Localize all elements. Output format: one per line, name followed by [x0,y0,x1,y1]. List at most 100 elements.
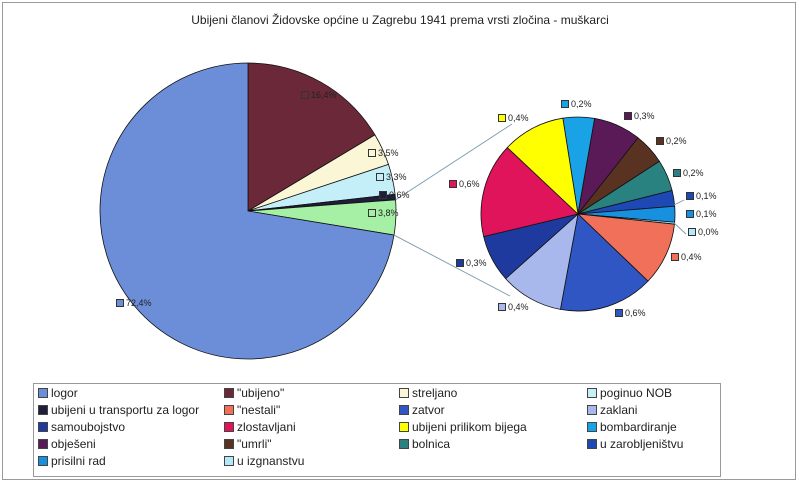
legend-key-icon [686,192,694,200]
legend-swatch-icon [587,388,597,398]
legend-label: ubijeni prilikom bijega [412,420,527,434]
legend-swatch-icon [399,388,409,398]
legend-key-icon [116,299,124,307]
data-label-text: 0,0% [698,227,719,237]
legend-item: ubijeni u transportu za logor [38,403,199,417]
data-label-text: 0,2% [666,136,687,146]
legend-label: ubijeni u transportu za logor [51,403,200,417]
data-label: 3,8% [368,208,399,218]
legend-swatch-icon [38,388,48,398]
legend-key-icon [449,180,457,188]
legend-swatch-icon [224,422,234,432]
pie-slice-zlostavljani [480,147,579,238]
data-label: 0,2% [561,99,592,109]
data-label-text: 0,4% [508,113,529,123]
legend-label: prisilni rad [51,454,106,468]
legend-swatch-icon [587,439,597,449]
legend-item: poginuo NOB [587,386,672,400]
pie-slice--ubijeno- [247,62,376,212]
legend-label: zaklani [600,403,638,417]
legend-key-icon [624,112,632,120]
data-label-text: 0,2% [683,168,704,178]
legend-swatch-icon [38,405,48,415]
legend-item: logor [38,386,78,400]
data-label: 0,4% [671,252,702,262]
legend-label: bolnica [412,437,451,451]
data-label-text: 0,4% [681,252,702,262]
legend-item: u izgnanstvu [224,454,304,468]
legend-key-icon [498,303,506,311]
legend-swatch-icon [399,422,409,432]
legend-item: bombardiranje [587,420,677,434]
pie-slice-ubijeni-prilikom-bijega [506,117,579,216]
data-label-text: 3,3% [386,172,407,182]
data-label: 0,6% [615,308,646,318]
legend-label: bombardiranje [600,420,677,434]
legend-item: prisilni rad [38,454,106,468]
pie-slice-zatvor [559,213,649,312]
data-label: 0,2% [656,136,687,146]
data-label: 0,0% [688,227,719,237]
legend-item: bolnica [399,437,450,451]
legend-swatch-icon [38,456,48,466]
legend-label: u zarobljeništvu [600,437,684,451]
data-label-text: 0,6% [389,190,410,200]
legend-item: obješeni [38,437,96,451]
data-label-text: 0,1% [696,191,717,201]
legend-label: "nestali" [237,403,281,417]
data-label-text: 72,4% [126,298,152,308]
legend-label: "ubijeno" [237,386,285,400]
chart-title: Ubijeni članovi Židovske općine u Zagreb… [191,13,609,27]
legend-label: "umrli" [237,437,272,451]
legend-key-icon [368,149,376,157]
legend-swatch-icon [224,405,234,415]
legend-key-icon [379,191,387,199]
connector-line-bottom [393,234,511,297]
legend-item: samoubojstvo [38,420,125,434]
legend-label: samoubojstvo [51,420,126,434]
legend-label: streljano [412,386,458,400]
legend-item: zlostavljani [224,420,296,434]
legend-swatch-icon [399,405,409,415]
legend-key-icon [368,209,376,217]
leader-line [672,221,687,235]
legend-label: u izgnanstvu [237,454,305,468]
legend-key-icon [301,91,309,99]
pie-slice-logor [99,62,395,360]
data-label: 0,4% [498,302,529,312]
data-label-text: 0,6% [459,179,480,189]
data-label-text: 16,4% [311,90,337,100]
legend-item: zaklani [587,403,637,417]
data-label-text: 0,4% [508,302,529,312]
legend-swatch-icon [224,439,234,449]
data-label: 0,1% [686,191,717,201]
data-label-text: 0,3% [466,258,487,268]
legend-key-icon [561,100,569,108]
data-label: 3,5% [368,148,399,158]
legend-swatch-icon [224,456,234,466]
data-label: 3,3% [376,172,407,182]
legend-swatch-icon [38,439,48,449]
legend-swatch-icon [38,422,48,432]
data-label: 0,3% [624,111,655,121]
legend-key-icon [686,210,694,218]
data-label: 0,3% [456,258,487,268]
legend-label: logor [51,386,78,400]
data-label-text: 0,3% [634,111,655,121]
legend-label: zlostavljani [237,420,296,434]
legend-item: "nestali" [224,403,280,417]
data-label: 0,6% [379,190,410,200]
legend-label: poginuo NOB [600,386,673,400]
legend-key-icon [671,253,679,261]
data-label-text: 0,6% [625,308,646,318]
legend-key-icon [376,173,384,181]
data-label: 0,1% [686,209,717,219]
legend-label: obješeni [51,437,96,451]
data-label-text: 0,1% [696,209,717,219]
legend-item: zatvor [399,403,445,417]
legend-item: "umrli" [224,437,272,451]
data-label-text: 3,5% [378,148,399,158]
data-label: 0,2% [673,168,704,178]
leader-line [673,199,685,206]
